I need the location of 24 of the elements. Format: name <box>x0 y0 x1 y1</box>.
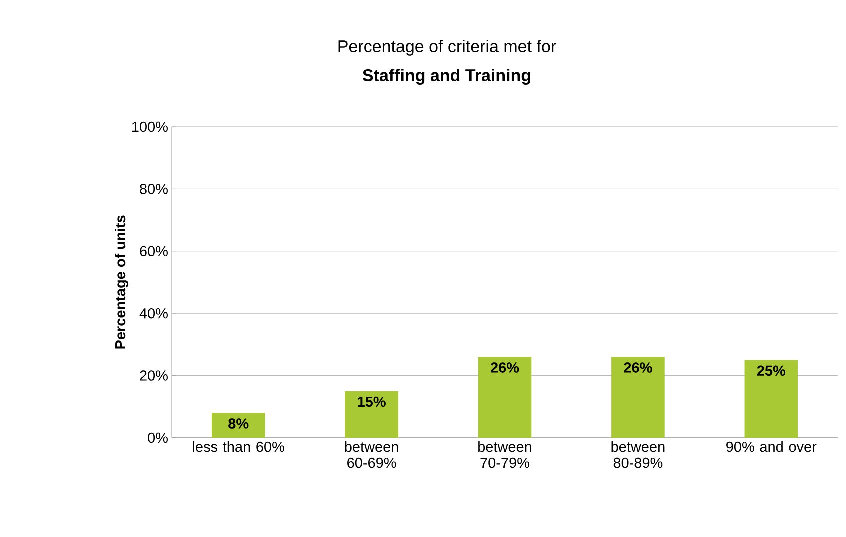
y-tick-label: 20% <box>140 370 168 381</box>
data-label: 26% <box>624 362 652 373</box>
x-tick-label: between 60-69% <box>345 442 398 468</box>
data-label: 8% <box>228 418 249 429</box>
y-tick-label: 60% <box>140 246 168 257</box>
chart-subtitle: Staffing and Training <box>362 69 530 85</box>
bar <box>212 413 266 438</box>
y-tick-label: 80% <box>140 184 168 194</box>
x-tick-label: less than 60% <box>193 442 284 452</box>
bar <box>744 360 798 438</box>
data-label: 26% <box>491 362 520 373</box>
y-axis-title: Percentage of units <box>114 216 129 349</box>
data-label: 15% <box>358 396 386 408</box>
x-tick-label: 90% and over <box>726 442 817 452</box>
data-label: 25% <box>757 366 786 376</box>
x-tick-label: between 80-89% <box>612 442 665 468</box>
x-tick-label: between 70-79% <box>478 442 532 468</box>
chart-title: Percentage of criteria met for <box>338 40 556 56</box>
y-tick-label: 0% <box>148 432 168 444</box>
bar <box>612 357 665 438</box>
bar <box>478 357 532 438</box>
y-tick-label: 100% <box>132 122 168 132</box>
bar <box>345 391 398 438</box>
y-tick-label: 40% <box>140 308 168 319</box>
